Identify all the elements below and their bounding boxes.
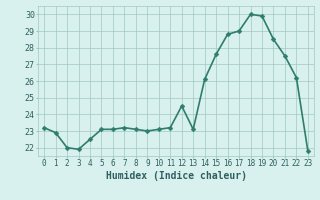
X-axis label: Humidex (Indice chaleur): Humidex (Indice chaleur) xyxy=(106,171,246,181)
